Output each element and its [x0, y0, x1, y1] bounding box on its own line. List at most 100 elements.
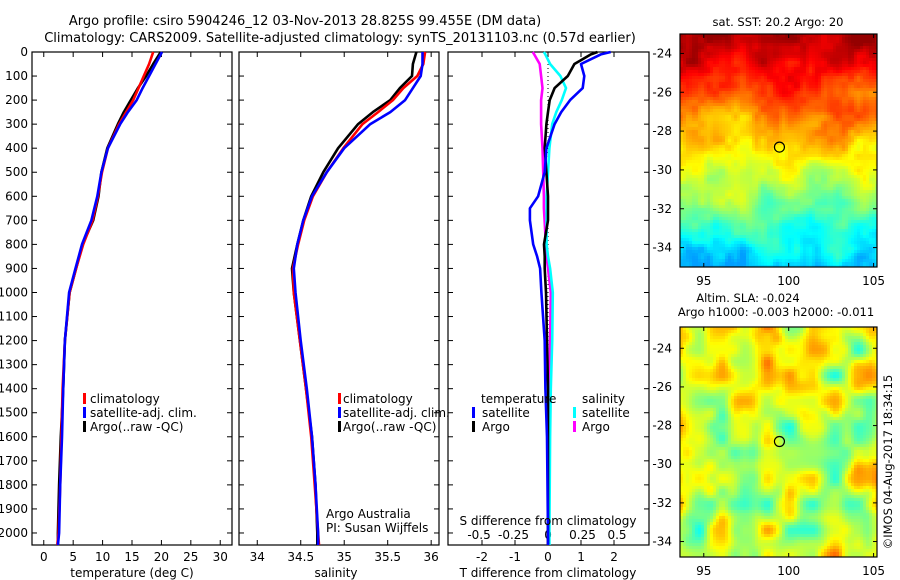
- lat-tick-label: -24: [652, 46, 672, 60]
- diff-line-t-satellite: [528, 50, 612, 545]
- legend-argo: Argo(..raw -QC): [343, 420, 436, 434]
- difference-legend: temperature salinity satellite Argo sate…: [472, 392, 630, 434]
- lat-tick-label: -34: [652, 535, 672, 549]
- map-frame: [679, 326, 878, 558]
- salinity-legend: climatology satellite-adj. clim. Argo(..…: [338, 392, 450, 434]
- sst-map-panel: 95 100 105 -24 -26 -28 -30 -32 -34: [652, 33, 885, 288]
- legend-argo: Argo(..raw -QC): [90, 420, 183, 434]
- y-tick-label: 1800: [0, 478, 28, 492]
- legend-swatch-argo: [338, 421, 341, 432]
- profile-line-climatology: [291, 51, 427, 546]
- x-tick-label: 35.5: [374, 550, 401, 564]
- legend-satellite: satellite-adj. clim.: [90, 406, 197, 420]
- s-tick-label: 0.5: [607, 528, 626, 542]
- title-line-2: Climatology: CARS2009. Satellite-adjuste…: [44, 31, 636, 46]
- legend-climatology: climatology: [90, 392, 160, 406]
- s-tick-label: -0.5: [467, 528, 490, 542]
- lat-tick-label: -30: [652, 457, 672, 471]
- y-tick-label: 100: [5, 69, 28, 83]
- y-tick-label: 1000: [0, 285, 28, 299]
- x-tick-label: 2: [610, 550, 618, 564]
- legend-s-argo: Argo: [582, 420, 610, 434]
- y-tick-label: 2000: [0, 526, 28, 540]
- legend-swatch-climatology: [83, 393, 86, 404]
- y-tick-label: 1600: [0, 430, 28, 444]
- title-line-1: Argo profile: csiro 5904246_12 03-Nov-20…: [69, 14, 541, 29]
- x-tick-label: -2: [476, 550, 488, 564]
- diff-line-t-argo: [542, 50, 598, 545]
- legend-swatch-s-satellite: [573, 407, 576, 418]
- lat-tick-label: -24: [652, 341, 672, 355]
- legend-t-argo: Argo: [482, 420, 510, 434]
- y-tick-label: 400: [5, 141, 28, 155]
- x-tick-label: -1: [509, 550, 521, 564]
- sst-map-title: sat. SST: 20.2 Argo: 20: [713, 15, 844, 29]
- lat-tick-label: -34: [652, 241, 672, 255]
- salinity-panel: 34 34.5 35 35.5 36: [238, 51, 440, 564]
- sla-map-image: [680, 327, 877, 557]
- legend-swatch-t-argo: [472, 421, 475, 432]
- lon-tick-label: 95: [696, 564, 711, 578]
- y-tick-label: 1100: [0, 310, 28, 324]
- lat-tick-label: -32: [652, 496, 672, 510]
- x-tick-label: 30: [213, 550, 228, 564]
- lon-tick-label: 105: [862, 564, 885, 578]
- legend-satellite: satellite-adj. clim.: [343, 406, 450, 420]
- float-location-marker: [773, 141, 786, 153]
- legend-t-satellite: satellite: [482, 406, 530, 420]
- lat-tick-label: -32: [652, 202, 672, 216]
- legend-header-salinity: salinity: [582, 392, 625, 406]
- s-tick-label: 0.25: [569, 528, 596, 542]
- lat-tick-label: -28: [652, 419, 672, 433]
- lat-tick-label: -26: [652, 85, 672, 99]
- float-location-marker: [773, 435, 786, 448]
- x-tick-label: 1: [577, 550, 585, 564]
- lon-tick-label: 100: [777, 274, 800, 288]
- y-tick-label: 800: [5, 237, 28, 251]
- profile-line-satellite-adj-clim-: [56, 51, 164, 546]
- lon-tick-label: 95: [696, 274, 711, 288]
- legend-swatch-satellite: [338, 407, 341, 418]
- temperature-xlabel: temperature (deg C): [70, 566, 193, 580]
- lat-tick-label: -30: [652, 163, 672, 177]
- y-tick-label: 700: [5, 213, 28, 227]
- y-tick-label: 600: [5, 189, 28, 203]
- s-diff-xlabel: S difference from climatology: [460, 514, 637, 528]
- profile-line-argo-raw-qc-: [56, 51, 162, 545]
- lon-tick-label: 105: [862, 274, 885, 288]
- x-tick-label: 15: [124, 550, 139, 564]
- y-tick-label: 1200: [0, 334, 28, 348]
- x-tick-label: 0: [544, 550, 552, 564]
- sla-map-title-1: Altim. SLA: -0.024: [696, 291, 800, 305]
- timestamp: ©IMOS 04-Aug-2017 18:34:15: [881, 375, 895, 550]
- temperature-legend: climatology satellite-adj. clim. Argo(..…: [83, 392, 197, 434]
- y-tick-label: 1900: [0, 502, 28, 516]
- legend-swatch-climatology: [338, 393, 341, 404]
- legend-swatch-s-argo: [573, 421, 576, 432]
- legend-swatch-argo: [83, 421, 86, 432]
- y-tick-label: 0: [20, 45, 28, 59]
- diff-line-s-argo: [531, 51, 553, 545]
- legend-swatch-satellite: [83, 407, 86, 418]
- credit-line-2: PI: Susan Wijffels: [326, 521, 428, 535]
- x-tick-label: 34.5: [287, 550, 314, 564]
- profile-line-climatology: [56, 51, 155, 546]
- y-tick-label: 1500: [0, 406, 28, 420]
- x-tick-label: 36: [424, 550, 439, 564]
- sst-map-image: [680, 34, 877, 267]
- difference-panel: -2 -1 0 1 2-0.5 -0.25 0 0.25 0.5: [447, 50, 650, 564]
- y-tick-label: 1400: [0, 382, 28, 396]
- diff-line-s-satellite: [542, 51, 568, 545]
- x-tick-label: 20: [154, 550, 169, 564]
- panel-frame: [238, 51, 440, 546]
- profile-line-argo-raw-qc-: [290, 51, 418, 545]
- sla-map-panel: 95 100 105 -24 -26 -28 -30 -32 -34: [652, 326, 885, 578]
- s-tick-label: -0.25: [498, 528, 529, 542]
- lon-tick-label: 100: [777, 564, 800, 578]
- temperature-panel: 0100200300400500600700800900100011001200…: [0, 45, 233, 564]
- y-tick-label: 300: [5, 117, 28, 131]
- x-tick-label: 0: [40, 550, 48, 564]
- salinity-xlabel: salinity: [314, 566, 357, 580]
